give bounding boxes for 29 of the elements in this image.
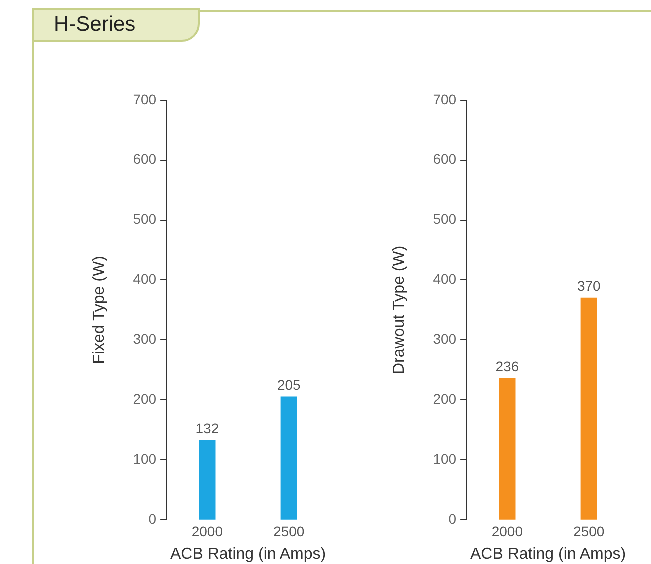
y-tick-label: 500 [433,211,457,228]
x-tick-label: 2000 [192,523,224,540]
x-axis-title: ACB Rating (in Amps) [170,546,326,563]
y-tick-label: 600 [433,151,457,168]
y-tick-label: 400 [433,271,457,288]
data-label: 205 [277,376,302,393]
y-tick-label: 700 [133,91,157,108]
data-label: 132 [196,420,220,437]
y-axis-title: Fixed Type (W) [91,256,108,364]
y-tick-label: 0 [148,510,157,527]
y-tick-label: 700 [433,91,457,108]
data-label: 236 [496,358,520,374]
x-tick-label: 2500 [574,523,605,540]
x-tick-label: 2500 [274,523,305,540]
y-tick-label: 100 [433,450,457,467]
y-tick-label: 300 [133,331,157,348]
y-tick-label: 200 [433,390,457,407]
chart-title: H-Series [32,8,200,42]
y-tick-label: 100 [133,450,157,467]
y-tick-label: 200 [133,390,157,407]
y-tick-label: 300 [433,331,457,348]
y-tick-label: 600 [133,151,157,168]
x-tick-label: 2000 [492,523,524,540]
y-tick-label: 0 [448,510,457,527]
data-label: 370 [577,278,602,294]
y-axis-title: Drawout Type (W) [391,246,408,375]
y-tick-label: 500 [133,211,157,228]
y-tick-label: 400 [133,271,157,288]
x-axis-title: ACB Rating (in Amps) [470,546,626,563]
